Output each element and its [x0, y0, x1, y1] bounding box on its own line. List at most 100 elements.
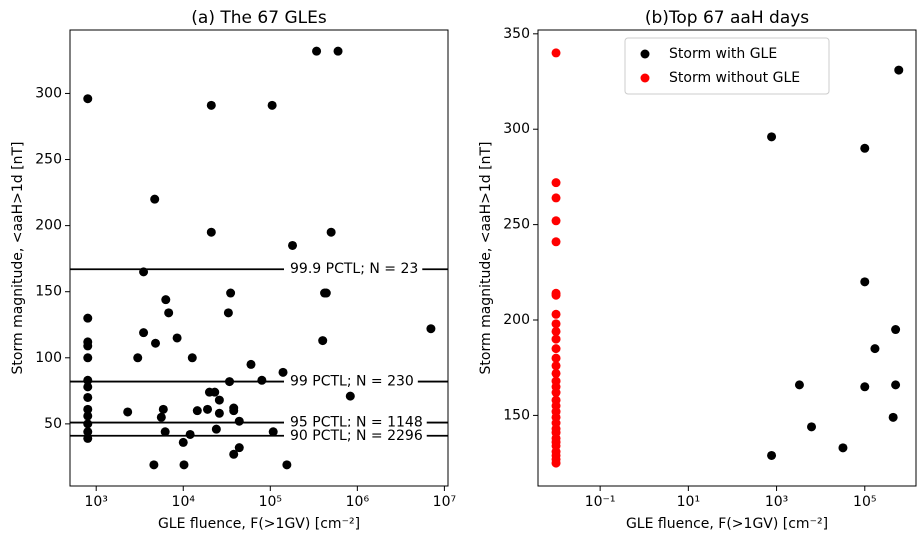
data-point	[551, 361, 561, 371]
data-point	[203, 404, 213, 414]
data-point	[210, 387, 220, 397]
data-point	[870, 344, 880, 354]
data-point	[426, 324, 436, 334]
label-background	[284, 372, 418, 391]
data-point	[333, 46, 343, 56]
data-point	[229, 449, 239, 459]
data-point	[551, 334, 561, 344]
data-point	[83, 411, 93, 421]
data-point	[178, 437, 188, 447]
y-tick-label: 100	[35, 350, 62, 366]
data-point	[891, 325, 901, 335]
data-point	[185, 429, 195, 439]
data-point	[83, 313, 93, 323]
data-point	[158, 404, 168, 414]
data-point	[214, 395, 224, 405]
x-tick-label: 10¹	[677, 494, 700, 510]
data-point	[83, 427, 93, 437]
data-point	[161, 295, 171, 305]
data-point	[234, 443, 244, 453]
data-point	[551, 290, 561, 300]
data-point	[139, 328, 149, 338]
legend-label: Storm with GLE	[669, 46, 777, 62]
data-point	[860, 277, 870, 287]
legend-label: Storm without GLE	[669, 70, 800, 86]
y-axis-label: Storm magnitude, <aaH>1d [nT]	[478, 142, 494, 375]
data-point	[551, 193, 561, 203]
data-point	[83, 94, 93, 104]
data-point	[838, 443, 848, 453]
data-point	[268, 427, 278, 437]
data-point	[246, 359, 256, 369]
y-tick-label: 250	[35, 152, 62, 168]
data-point	[160, 427, 170, 437]
data-point	[318, 336, 328, 346]
x-axis-label: GLE fluence, F(>1GV) [cm⁻²]	[158, 516, 360, 532]
data-point	[551, 326, 561, 336]
data-point	[551, 388, 561, 398]
data-point	[551, 458, 561, 468]
y-tick-label: 350	[503, 26, 530, 42]
data-point	[206, 227, 216, 237]
data-point	[83, 382, 93, 392]
data-point	[150, 194, 160, 204]
data-point	[267, 100, 277, 110]
y-tick-label: 200	[35, 218, 62, 234]
x-axis-label: GLE fluence, F(>1GV) [cm⁻²]	[626, 516, 828, 532]
data-point	[551, 216, 561, 226]
data-point	[83, 392, 93, 402]
x-tick-label: 10³	[765, 494, 788, 510]
y-tick-label: 300	[503, 121, 530, 137]
data-point	[123, 407, 133, 417]
data-point	[551, 48, 561, 58]
data-point	[156, 412, 166, 422]
legend-box	[624, 37, 830, 95]
y-tick-label: 50	[44, 416, 62, 432]
data-point	[345, 391, 355, 401]
data-point	[282, 460, 292, 470]
data-point	[214, 408, 224, 418]
data-point	[234, 416, 244, 426]
data-point	[767, 450, 777, 460]
threshold-label: 99.9 PCTL; N = 23	[290, 261, 418, 277]
label-background	[284, 260, 423, 279]
x-tick-label: 10⁵	[853, 494, 876, 510]
data-point	[326, 227, 336, 237]
x-tick-label: 10³	[84, 494, 107, 510]
data-point	[860, 382, 870, 392]
data-point	[767, 132, 777, 142]
data-point	[149, 460, 159, 470]
data-point	[551, 237, 561, 247]
data-point	[164, 308, 174, 318]
y-tick-label: 250	[503, 217, 530, 233]
chart-title: (b)Top 67 aaH days	[645, 8, 809, 28]
data-point	[206, 100, 216, 110]
data-point	[226, 288, 236, 298]
data-point	[807, 422, 817, 432]
data-point	[187, 353, 197, 363]
data-point	[321, 288, 331, 298]
data-point	[888, 412, 898, 422]
y-tick-label: 300	[35, 85, 62, 101]
data-point	[312, 46, 322, 56]
data-point	[83, 433, 93, 443]
data-point	[192, 406, 202, 416]
data-point	[133, 353, 143, 363]
axes-frame	[537, 29, 917, 487]
data-point	[551, 344, 561, 354]
data-point	[551, 319, 561, 329]
data-point	[551, 368, 561, 378]
x-tick-label: 10⁴	[172, 494, 196, 510]
chart-title: (a) The 67 GLEs	[191, 8, 327, 28]
data-point	[83, 353, 93, 363]
legend-marker	[640, 49, 650, 59]
data-point	[860, 143, 870, 153]
data-point	[225, 377, 235, 387]
label-background	[284, 426, 427, 445]
data-point	[551, 309, 561, 319]
axes-frame	[69, 29, 449, 487]
data-point	[288, 240, 298, 250]
threshold-label: 99 PCTL; N = 230	[290, 374, 414, 390]
data-point	[229, 406, 239, 416]
legend-marker	[640, 73, 650, 83]
